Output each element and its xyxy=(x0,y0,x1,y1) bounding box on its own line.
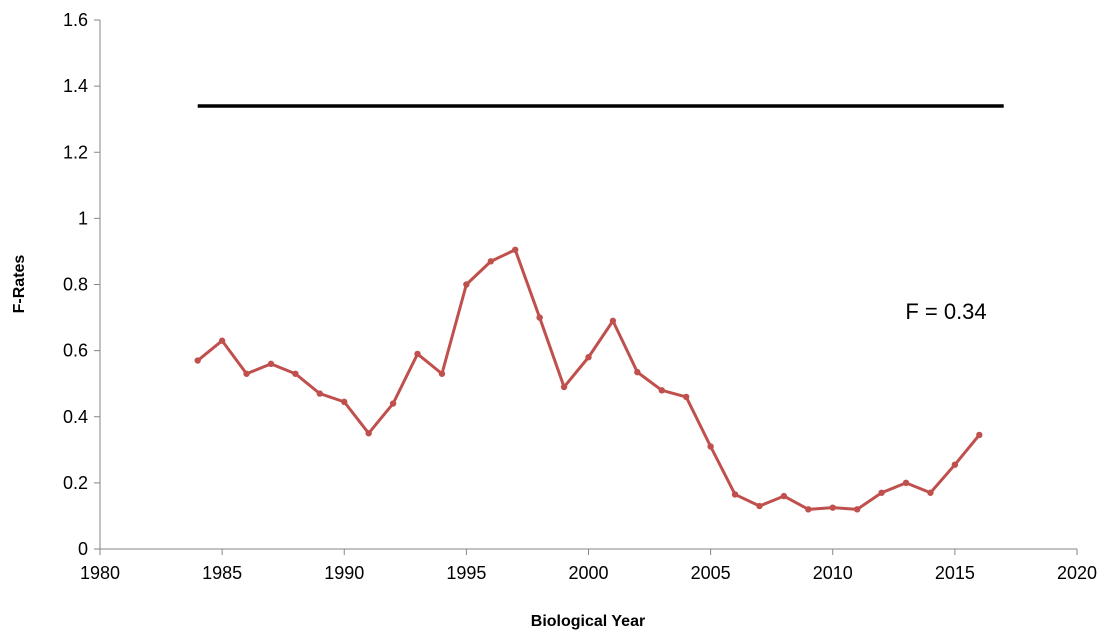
series-line xyxy=(196,248,981,511)
annotation: F = 0.34 xyxy=(905,299,986,324)
x-tick-label: 1985 xyxy=(202,563,242,583)
point xyxy=(805,506,812,513)
point xyxy=(853,506,861,513)
point xyxy=(878,489,885,496)
point xyxy=(414,350,421,358)
x-tick-label: 1990 xyxy=(324,563,364,583)
point xyxy=(707,443,714,450)
y-tick-label: 1.6 xyxy=(63,10,88,30)
point xyxy=(438,370,446,377)
point xyxy=(927,489,934,496)
point xyxy=(829,504,836,511)
point xyxy=(634,368,641,376)
y-tick-label: 0 xyxy=(78,539,88,559)
y-tick-label: 1 xyxy=(78,208,88,228)
point xyxy=(512,246,519,253)
y-tick-label: 0.4 xyxy=(63,407,88,427)
point xyxy=(389,400,397,407)
point xyxy=(487,258,494,265)
point xyxy=(731,491,739,498)
point xyxy=(341,398,348,406)
point xyxy=(536,314,543,321)
point xyxy=(658,387,665,394)
x-tick-label: 2015 xyxy=(935,563,975,583)
x-tick-label: 2020 xyxy=(1057,563,1097,583)
point xyxy=(463,281,470,288)
y-tick-label: 0.2 xyxy=(63,473,88,493)
point xyxy=(560,383,568,391)
y-tick-label: 0.6 xyxy=(63,341,88,361)
y-tick-label: 1.4 xyxy=(63,76,88,96)
y-axis-title: F-Rates xyxy=(11,255,28,314)
y-tick-label: 1.2 xyxy=(63,142,88,162)
point xyxy=(218,337,226,344)
y-tick-label: 0.8 xyxy=(63,275,88,295)
point xyxy=(902,479,910,487)
point xyxy=(316,390,324,397)
x-tick-label: 2010 xyxy=(813,563,853,583)
point xyxy=(243,370,250,377)
point xyxy=(756,502,763,510)
point xyxy=(609,317,617,325)
point xyxy=(976,431,983,439)
point xyxy=(292,370,299,377)
point xyxy=(585,354,592,361)
x-tick-label: 2005 xyxy=(691,563,731,583)
point xyxy=(780,492,788,500)
point xyxy=(683,393,690,401)
x-tick-label: 2000 xyxy=(568,563,608,583)
x-tick-label: 1980 xyxy=(80,563,120,583)
x-tick-label: 1995 xyxy=(446,563,486,583)
point xyxy=(267,360,275,368)
x-axis-title: Biological Year xyxy=(531,613,645,630)
point xyxy=(365,430,372,437)
point xyxy=(951,461,959,468)
point xyxy=(194,357,201,364)
